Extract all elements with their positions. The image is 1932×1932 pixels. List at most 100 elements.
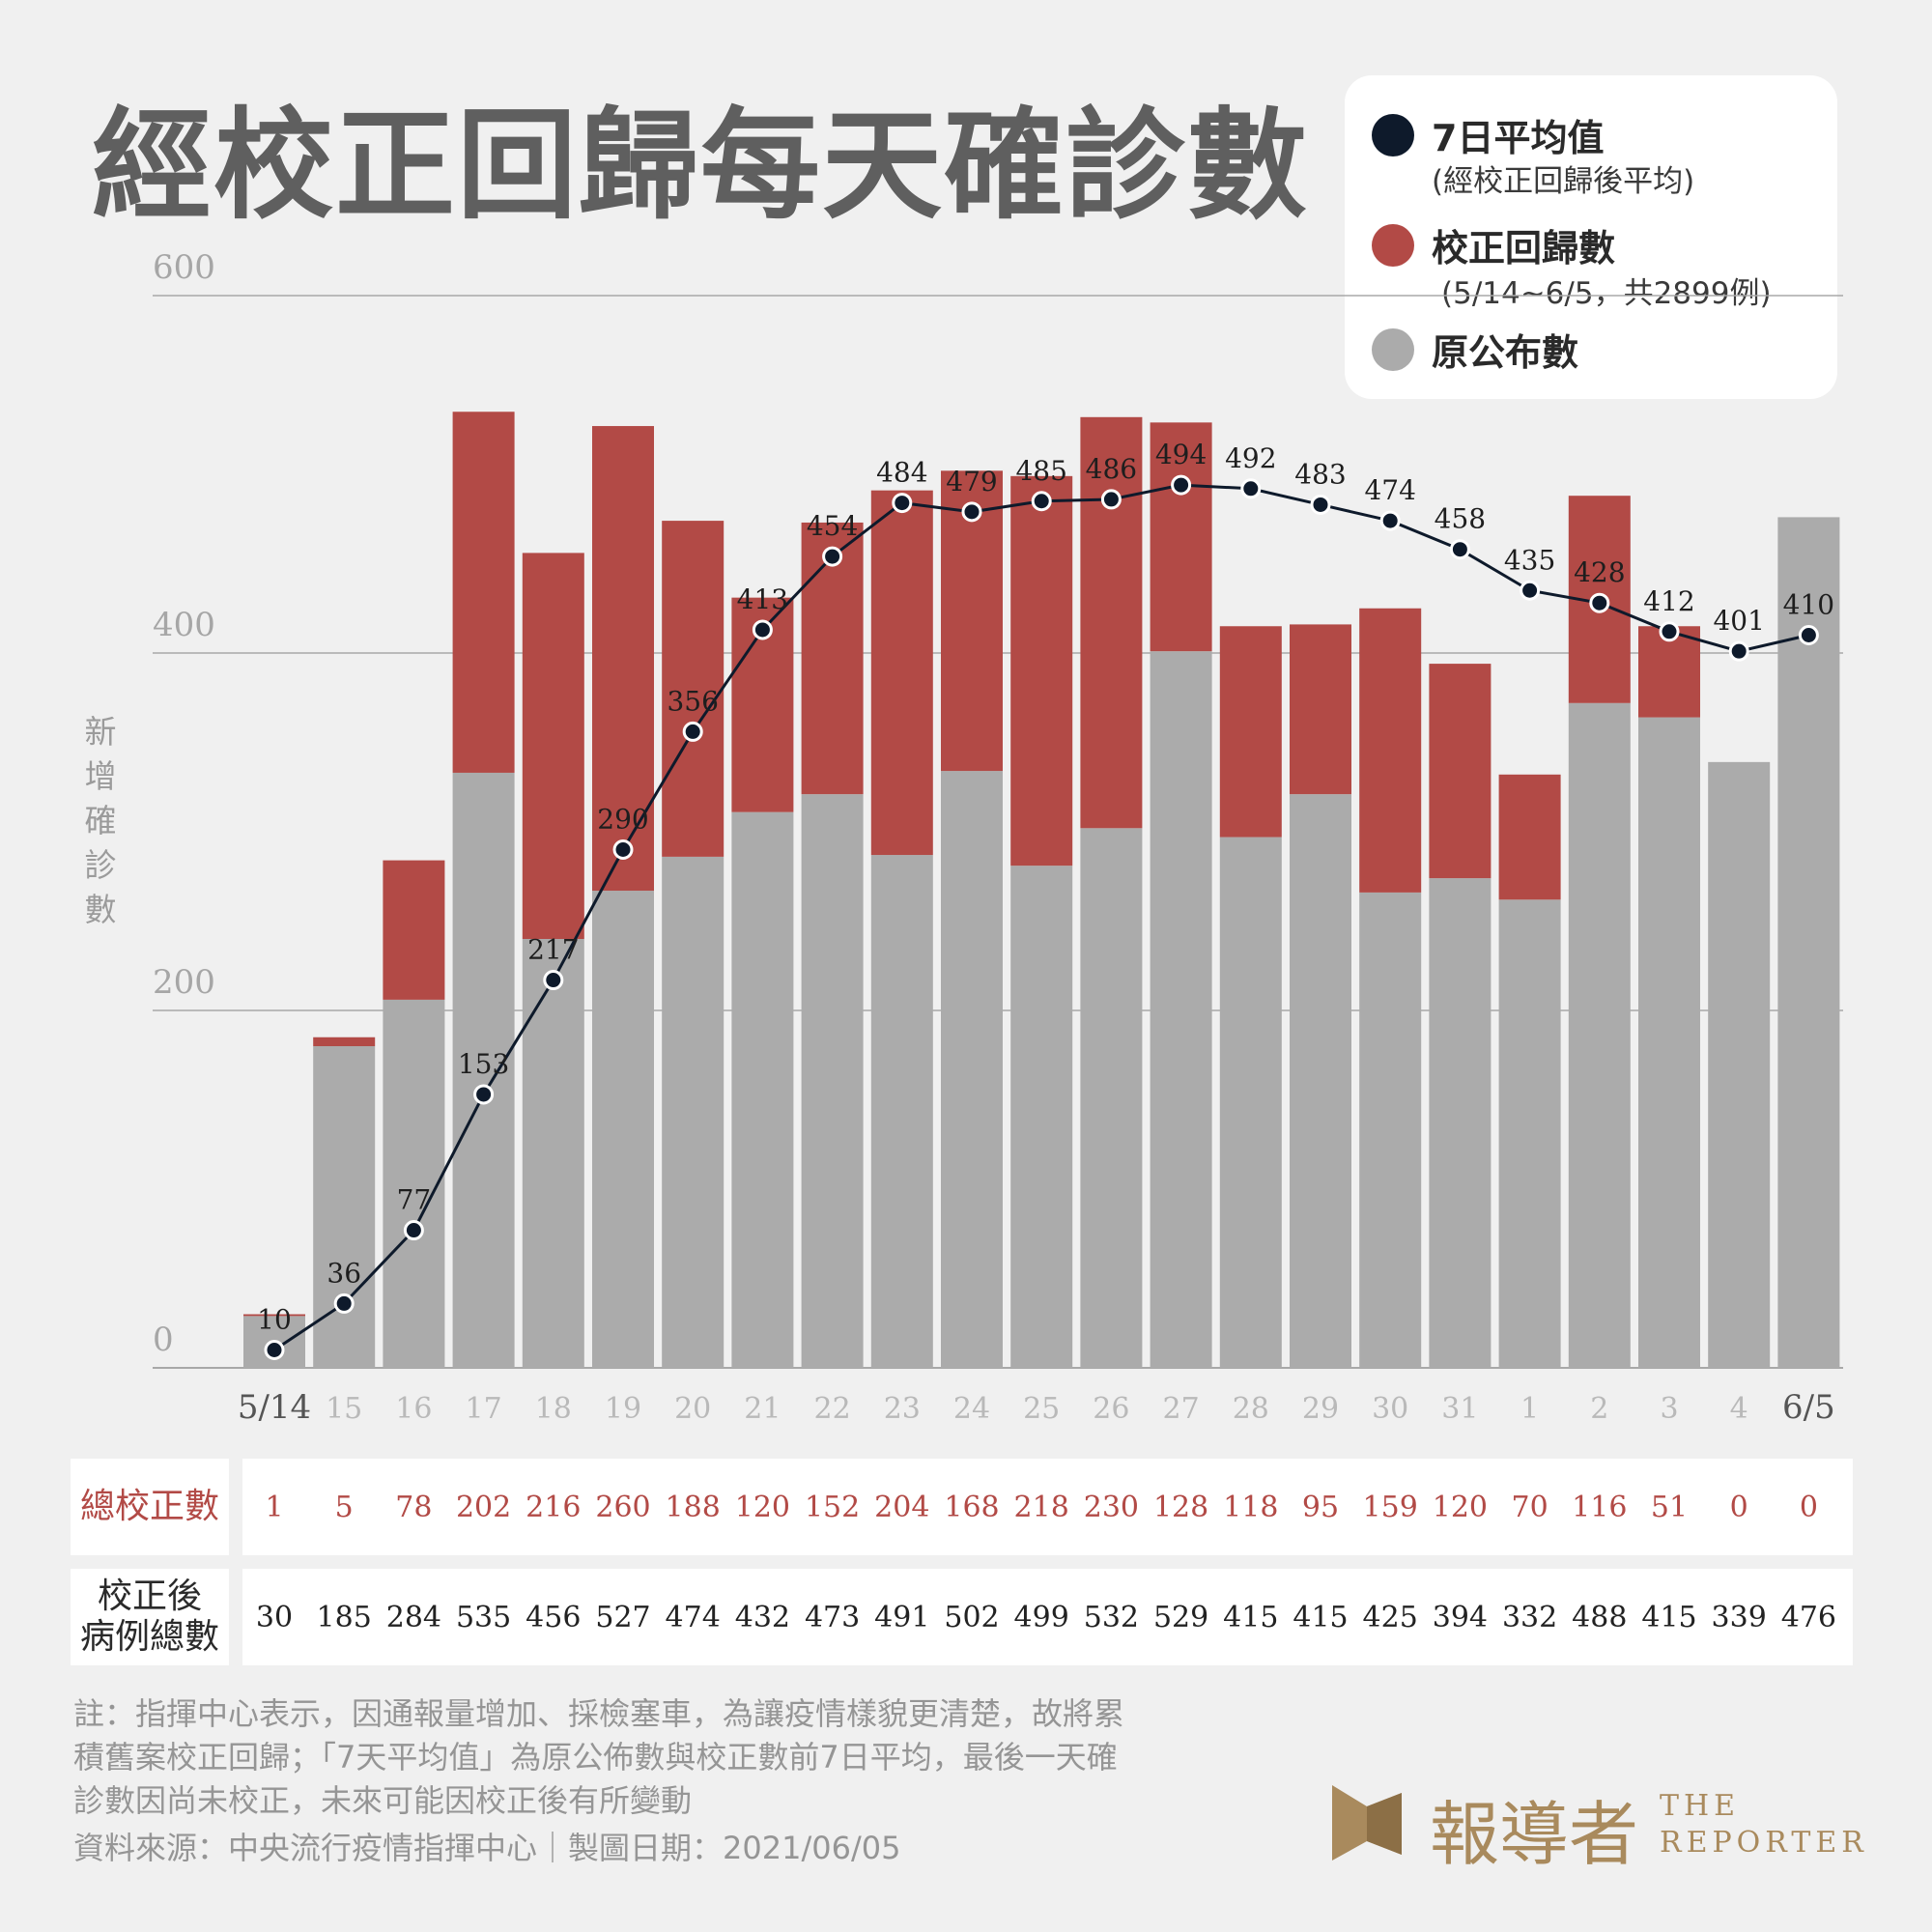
chart-legend: 7日平均值 (經校正回歸後平均) 校正回歸數 (5/14~6/5，共2899例)…	[1345, 75, 1837, 399]
cell-total-after: 488	[1572, 1600, 1628, 1634]
y-axis-label: 新增確診數	[81, 710, 120, 932]
bar-original	[452, 772, 515, 1368]
bar-original	[870, 855, 933, 1368]
bar-correction	[1429, 664, 1492, 879]
cell-total-after: 535	[455, 1600, 512, 1634]
x-tick-label: 4	[1730, 1392, 1748, 1426]
average-value-label: 458	[1435, 503, 1486, 535]
y-tick-label: 600	[153, 248, 215, 287]
bar-correction	[1080, 416, 1143, 829]
y-axis-label-char: 確	[84, 802, 117, 839]
footnote-line-1: 註：指揮中心表示，因通報量增加、採檢塞車，為讓疫情樣貌更清楚，故將累	[73, 1695, 1125, 1732]
average-point	[1449, 539, 1470, 560]
legend-dot-correction	[1372, 224, 1414, 267]
row-cells-total-correction: 1 5 78 202 216 260 188 120 152 204 168 218 230 128 118…	[242, 1459, 1853, 1555]
average-value-label: 356	[667, 685, 718, 717]
bar-original	[1080, 828, 1143, 1368]
x-tick-label: 24	[953, 1392, 990, 1426]
average-value-label: 36	[327, 1257, 361, 1289]
average-point	[403, 1220, 424, 1241]
legend-sub-average: (經校正回歸後平均)	[1432, 164, 1695, 199]
x-tick-label: 19	[605, 1392, 641, 1426]
bar-original	[1777, 517, 1840, 1368]
cell-total-after: 473	[804, 1600, 861, 1634]
average-point	[543, 970, 564, 991]
cell-total-correction: 51	[1650, 1490, 1689, 1524]
brand-mark-icon	[1332, 1785, 1402, 1861]
average-value-label: 77	[397, 1184, 432, 1216]
x-tick-label: 15	[326, 1392, 362, 1426]
cell-total-correction: 202	[455, 1490, 512, 1524]
x-tick-label: 5/14	[238, 1388, 311, 1427]
average-value-label: 290	[597, 804, 648, 836]
x-tick-label: 23	[884, 1392, 921, 1426]
y-tick-label: 400	[153, 606, 215, 644]
cell-total-correction: 152	[804, 1490, 861, 1524]
y-axis-label-char: 新	[84, 713, 117, 751]
cell-total-correction: 260	[595, 1490, 651, 1524]
cell-total-after: 415	[1641, 1600, 1697, 1634]
x-tick-label: 25	[1023, 1392, 1060, 1426]
average-point	[1728, 640, 1749, 662]
table-row-total-correction: 總校正數 1 5 78 202 216 260 188 120 152 204 168 218 230 1…	[71, 1459, 1853, 1555]
bar-original	[383, 999, 445, 1368]
bar-original	[1010, 866, 1073, 1368]
cell-total-after: 456	[526, 1600, 582, 1634]
cell-total-correction: 95	[1301, 1490, 1340, 1524]
chart-title: 經校正回歸每天確診數	[92, 97, 1310, 236]
bar-correction	[1359, 608, 1422, 893]
row-header-total-correction-text: 總校正數	[79, 1487, 219, 1526]
cell-total-after: 529	[1152, 1600, 1209, 1634]
brand-name-en-bottom: REPORTER	[1660, 1826, 1868, 1860]
average-point	[752, 619, 773, 640]
cell-total-after: 499	[1013, 1600, 1069, 1634]
average-value-label: 479	[946, 466, 997, 497]
cell-total-correction: 120	[1432, 1490, 1489, 1524]
cell-total-correction: 120	[734, 1490, 791, 1524]
x-tick-label: 28	[1233, 1392, 1269, 1426]
bar-correction	[662, 521, 724, 857]
x-tick-label: 27	[1163, 1392, 1200, 1426]
cell-total-after: 415	[1223, 1600, 1279, 1634]
average-point	[1798, 625, 1819, 645]
average-point	[892, 493, 913, 514]
legend-dot-average	[1372, 114, 1414, 156]
cell-total-correction: 230	[1083, 1490, 1140, 1524]
footnote: 註：指揮中心表示，因通報量增加、採檢塞車，為讓疫情樣貌更清楚，故將累 積舊案校正…	[73, 1692, 1233, 1870]
bar-correction	[1498, 774, 1561, 900]
cell-total-after: 502	[944, 1600, 1000, 1634]
average-value-label: 401	[1713, 605, 1764, 637]
bar-correction	[522, 553, 584, 939]
cell-total-after: 394	[1432, 1600, 1489, 1634]
average-point	[1240, 478, 1262, 499]
average-point	[1589, 592, 1610, 613]
cell-total-correction: 1	[265, 1490, 284, 1524]
x-tick-label: 3	[1660, 1392, 1678, 1426]
average-point	[1520, 580, 1541, 601]
average-value-label: 494	[1155, 439, 1207, 470]
cell-total-after: 474	[665, 1600, 721, 1634]
average-value-label: 153	[458, 1048, 509, 1080]
x-tick-label: 21	[744, 1392, 781, 1426]
cell-total-correction: 218	[1013, 1490, 1069, 1524]
x-tick-label: 1	[1520, 1392, 1539, 1426]
bar-original	[522, 939, 584, 1368]
cell-total-after: 30	[255, 1600, 294, 1634]
average-value-label: 217	[527, 934, 579, 966]
bar-correction	[1010, 475, 1073, 867]
average-point	[1171, 474, 1192, 496]
average-value-label: 435	[1504, 544, 1555, 576]
x-tick-label: 26	[1093, 1392, 1129, 1426]
cell-total-after: 425	[1362, 1600, 1418, 1634]
cell-total-correction: 70	[1511, 1490, 1548, 1524]
brand-name-en-top: THE	[1660, 1789, 1741, 1823]
cell-total-correction: 5	[334, 1490, 354, 1524]
cell-total-after: 284	[385, 1600, 442, 1634]
x-tick-label: 20	[674, 1392, 711, 1426]
average-value-label: 410	[1783, 589, 1834, 621]
source-line: 資料來源：中央流行疫情指揮中心｜製圖日期：2021/06/05	[73, 1830, 901, 1866]
y-axis-label-char: 數	[84, 891, 117, 928]
bar-correction	[1219, 626, 1282, 838]
cell-total-after: 332	[1501, 1600, 1558, 1634]
